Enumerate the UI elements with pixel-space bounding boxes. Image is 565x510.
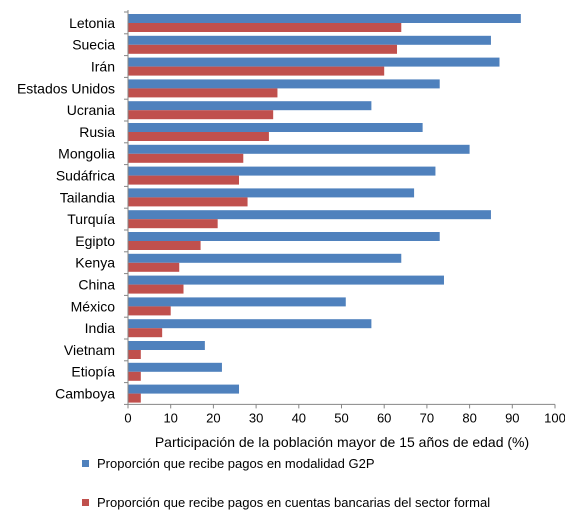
category-label: Egipto <box>75 233 115 249</box>
bar-chart: Letonia Suecia Irán Estados Unidos Ucrania Ru… <box>17 10 565 450</box>
legend-swatch-bank <box>82 499 89 506</box>
bar-bank-11 <box>128 262 180 272</box>
bar-g2p-7 <box>128 166 436 176</box>
bar-g2p-2 <box>128 57 500 67</box>
x-tick-label: 60 <box>377 410 391 425</box>
bar-g2p-3 <box>128 79 440 89</box>
legend-label-g2p: Proporción que recibe pagos en modalidad… <box>97 456 375 471</box>
bar-bank-4 <box>128 110 274 120</box>
bar-bank-2 <box>128 66 385 76</box>
category-label: Suecia <box>72 37 115 53</box>
bar-g2p-17 <box>128 384 240 394</box>
bar-g2p-10 <box>128 232 440 241</box>
bar-bank-8 <box>128 197 248 207</box>
bar-g2p-11 <box>128 253 402 263</box>
category-label: India <box>85 320 116 336</box>
bar-g2p-9 <box>128 210 491 220</box>
bar-g2p-13 <box>128 297 346 307</box>
x-tick-label: 80 <box>462 410 476 425</box>
bar-bank-17 <box>128 393 141 403</box>
category-label: Letonia <box>69 15 115 31</box>
category-label: Estados Unidos <box>17 80 115 96</box>
legend-label-bank: Proporción que recibe pagos en cuentas b… <box>97 495 491 510</box>
category-label: México <box>71 298 116 314</box>
bar-bank-0 <box>128 23 402 32</box>
category-label: Tailandia <box>60 189 115 205</box>
bar-bank-5 <box>128 132 269 141</box>
bar-bank-9 <box>128 219 218 229</box>
x-tick-label: 100 <box>544 410 565 425</box>
bar-g2p-1 <box>128 35 491 45</box>
x-tick-label: 40 <box>292 410 306 425</box>
bar-bank-3 <box>128 88 278 98</box>
bar-bank-15 <box>128 350 141 359</box>
category-label: Ucrania <box>67 102 115 118</box>
legend-item-bank: Proporción que recibe pagos en cuentas b… <box>82 495 490 510</box>
category-label: Rusia <box>79 124 115 140</box>
category-label: Sudáfrica <box>56 168 115 184</box>
category-label: Irán <box>91 59 115 75</box>
bar-bank-14 <box>128 328 163 338</box>
x-axis-title: Participación de la población mayor de 1… <box>155 434 529 450</box>
bar-g2p-5 <box>128 123 423 132</box>
legend-item-g2p: Proporción que recibe pagos en modalidad… <box>82 456 375 471</box>
legend-swatch-g2p <box>82 460 89 467</box>
category-label: Etiopía <box>71 364 115 380</box>
category-label: China <box>78 277 115 293</box>
x-ticks: 0 10 20 30 40 50 60 70 80 90 100 <box>124 404 565 425</box>
x-tick-label: 90 <box>505 410 519 425</box>
x-tick-label: 50 <box>334 410 348 425</box>
bar-g2p-8 <box>128 188 415 198</box>
bar-g2p-16 <box>128 362 222 372</box>
bar-bank-6 <box>128 153 244 163</box>
bars-group <box>128 14 521 403</box>
x-tick-label: 20 <box>206 410 220 425</box>
bar-bank-13 <box>128 306 171 316</box>
bar-g2p-15 <box>128 341 205 350</box>
category-label: Kenya <box>75 255 115 271</box>
category-labels: Letonia Suecia Irán Estados Unidos Ucrania Ru… <box>17 11 128 405</box>
bar-bank-7 <box>128 175 240 185</box>
bar-bank-16 <box>128 371 141 381</box>
category-label: Camboya <box>55 386 115 402</box>
bar-g2p-12 <box>128 275 444 285</box>
bar-g2p-14 <box>128 319 372 329</box>
category-label: Mongolia <box>58 146 115 162</box>
bar-g2p-0 <box>128 14 521 23</box>
x-tick-label: 30 <box>249 410 263 425</box>
bar-bank-1 <box>128 44 398 54</box>
x-tick-label: 70 <box>420 410 434 425</box>
x-tick-label: 10 <box>163 410 177 425</box>
bar-g2p-6 <box>128 144 470 154</box>
bar-g2p-4 <box>128 101 372 111</box>
category-label: Turquía <box>67 211 115 227</box>
x-tick-label: 0 <box>124 410 131 425</box>
bar-bank-10 <box>128 241 201 250</box>
bar-bank-12 <box>128 284 184 294</box>
category-label: Vietnam <box>64 342 115 358</box>
